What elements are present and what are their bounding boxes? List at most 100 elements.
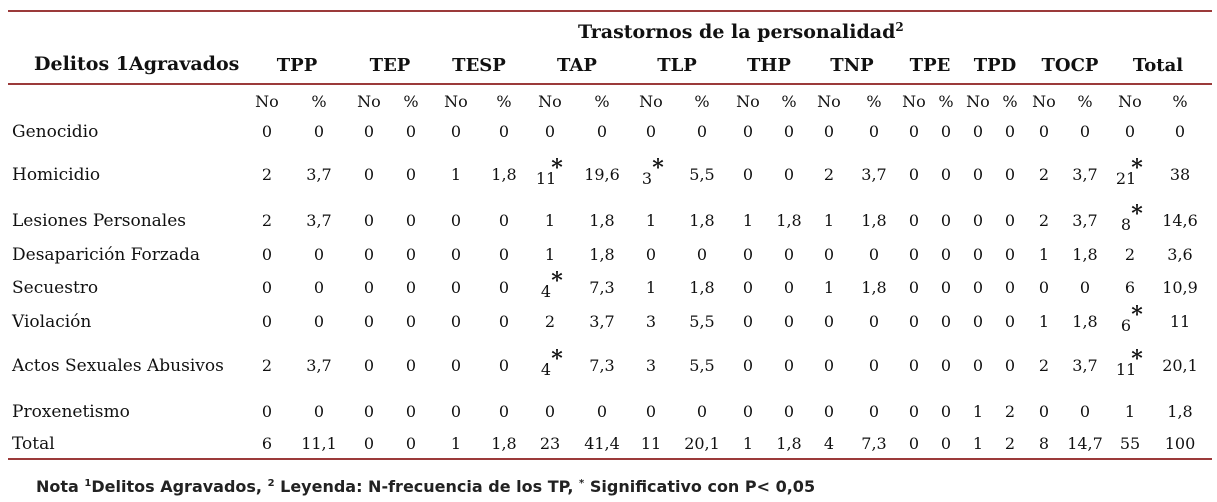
subheader-percent: % [496, 92, 512, 111]
table-cell: 0 [313, 312, 325, 331]
table-cell: 0 [596, 122, 608, 141]
table-cell: 0 [1079, 122, 1091, 141]
subheader-percent: % [694, 92, 710, 111]
row-label: Secuestro [12, 278, 99, 298]
table-cell: 11 [1115, 360, 1137, 379]
table-cell: 1,8 [689, 211, 715, 230]
table-cell: 0 [908, 356, 920, 375]
table-cell: 0 [498, 402, 510, 421]
table-cell: 0 [783, 402, 795, 421]
table-cell: 0 [261, 312, 273, 331]
table-cell: 0 [823, 122, 835, 141]
table-cell: 0 [544, 122, 556, 141]
table-cell: 0 [940, 402, 952, 421]
table-cell: 0 [823, 356, 835, 375]
significance-asterisk-icon: * [1131, 346, 1143, 372]
table-cell: 0 [596, 402, 608, 421]
table-cell: 0 [940, 312, 952, 331]
row-label: Homicidio [12, 165, 101, 185]
subheader-no: No [966, 92, 990, 111]
group-header-tesp: TESP [452, 55, 506, 76]
significance-asterisk-icon: * [1131, 155, 1143, 181]
table-cell: 0 [742, 356, 754, 375]
table-cell: 3 [641, 169, 653, 188]
table-cell: 8 [1038, 434, 1050, 453]
table-cell: 0 [742, 402, 754, 421]
table-cell: 0 [908, 434, 920, 453]
table-cell: 0 [868, 122, 880, 141]
table-cell: 1 [450, 434, 462, 453]
table-cell: 23 [539, 434, 561, 453]
table-cell: 3,7 [589, 312, 615, 331]
table-cell: 1 [1038, 245, 1050, 264]
subheader-no: No [1032, 92, 1056, 111]
table-cell: 0 [908, 402, 920, 421]
row-label: Total [12, 434, 55, 454]
table-cell: 0 [498, 211, 510, 230]
table-cell: 1 [1038, 312, 1050, 331]
table-cell: 0 [1038, 278, 1050, 297]
table-cell: 0 [940, 356, 952, 375]
table-cell: 0 [1004, 122, 1016, 141]
table-cell: 0 [313, 122, 325, 141]
table-cell: 0 [363, 356, 375, 375]
table-cell: 1 [972, 434, 984, 453]
table-cell: 0 [696, 122, 708, 141]
table-cell: 0 [363, 211, 375, 230]
table-cell: 0 [405, 122, 417, 141]
subheader-percent: % [1002, 92, 1018, 111]
table-cell: 1,8 [1072, 245, 1098, 264]
significance-asterisk-icon: * [551, 346, 563, 372]
table-cell: 0 [972, 211, 984, 230]
bottom-rule [8, 458, 1212, 460]
table-cell: 0 [405, 278, 417, 297]
table-cell: 0 [645, 122, 657, 141]
table-cell: 0 [1038, 122, 1050, 141]
table-cell: 14,6 [1162, 211, 1198, 230]
table-cell: 1 [823, 278, 835, 297]
subheader-percent: % [311, 92, 327, 111]
table-cell: 2 [544, 312, 556, 331]
subheader-no: No [736, 92, 760, 111]
table-cell: 1,8 [589, 245, 615, 264]
table-cell: 1 [645, 211, 657, 230]
table-cell: 0 [363, 402, 375, 421]
table-cell: 0 [868, 312, 880, 331]
table-cell: 2 [1038, 165, 1050, 184]
group-header-tocp: TOCP [1041, 55, 1099, 76]
table-supertitle: Trastornos de la personalidad2 [578, 20, 904, 43]
table-cell: 0 [908, 278, 920, 297]
table-cell: 2 [261, 356, 273, 375]
table-cell: 0 [450, 122, 462, 141]
table-cell: 0 [450, 402, 462, 421]
table-cell: 6 [1124, 278, 1136, 297]
table-cell: 0 [783, 312, 795, 331]
table-cell: 20,1 [1162, 356, 1198, 375]
table-cell: 0 [972, 356, 984, 375]
subheader-no: No [817, 92, 841, 111]
table-cell: 3 [645, 356, 657, 375]
table-cell: 7,3 [589, 356, 615, 375]
table-cell: 1,8 [1072, 312, 1098, 331]
table-cell: 38 [1169, 165, 1191, 184]
table-cell: 0 [783, 165, 795, 184]
table-cell: 0 [363, 312, 375, 331]
table-cell: 5,5 [689, 356, 715, 375]
table-cell: 1,8 [491, 434, 517, 453]
significance-asterisk-icon: * [1131, 302, 1143, 328]
table-cell: 0 [363, 278, 375, 297]
table-cell: 3,7 [306, 165, 332, 184]
table-cell: 5,5 [689, 165, 715, 184]
table-cell: 0 [972, 165, 984, 184]
table-cell: 0 [498, 312, 510, 331]
table-cell: 4 [540, 360, 552, 379]
table-cell: 0 [1079, 278, 1091, 297]
table-cell: 0 [405, 245, 417, 264]
table-cell: 0 [261, 402, 273, 421]
table-cell: 0 [783, 356, 795, 375]
table-cell: 1,8 [491, 165, 517, 184]
table-cell: 0 [742, 278, 754, 297]
group-header-tpe: TPE [909, 55, 951, 76]
table-cell: 1,8 [776, 211, 802, 230]
subheader-no: No [538, 92, 562, 111]
